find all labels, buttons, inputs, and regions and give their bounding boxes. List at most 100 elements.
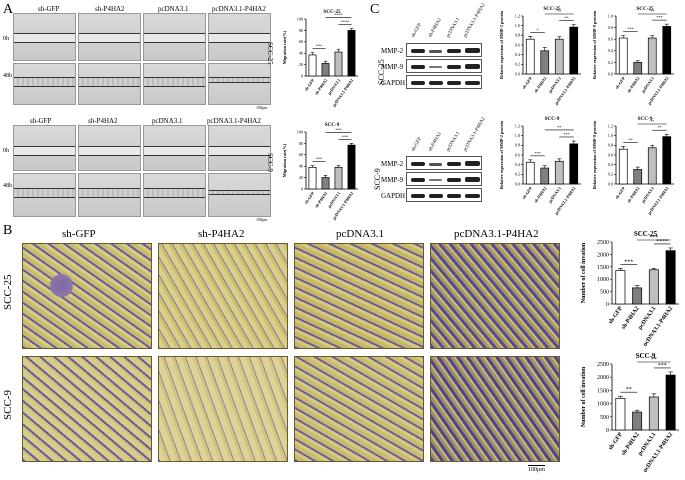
y-axis-label: Relative expression of MMP-9 protein <box>592 120 597 189</box>
y-tick-label: 0.4 <box>608 162 614 167</box>
c-blot-gapdh-bottom <box>406 188 482 202</box>
a-scc9-48h-shgfp-image <box>13 173 76 217</box>
b-col-label-2: sh-P4HA2 <box>198 228 245 240</box>
y-tick-label: 80 <box>299 28 303 33</box>
bar <box>347 30 356 77</box>
c-blot-mmp2-top <box>406 43 482 57</box>
y-tick-label: 0.0 <box>608 71 613 76</box>
bar <box>525 38 535 75</box>
bar <box>662 136 672 185</box>
chart-title: SCC-9 <box>636 352 656 360</box>
chart-mmp2-scc9: SCC-9 0.0 0.2 0.4 0.6 0.8 1.0 1.2 Relative expre… <box>499 116 581 216</box>
y-tick-label: 0.2 <box>608 60 613 65</box>
y-tick-label: 0.8 <box>515 143 520 148</box>
x-tick-label: sh-GFP <box>303 190 315 204</box>
x-tick-label: sh-GFP <box>608 305 624 325</box>
y-axis-label: Migration rate(%) <box>282 30 287 64</box>
b-scc9-pcdna-image <box>294 356 424 462</box>
y-tick-label: 1.0 <box>608 13 613 18</box>
a-scc25-48h-pcdnap4ha2-image <box>208 63 271 105</box>
y-tick-label: 0.6 <box>608 152 613 157</box>
y-tick-label: 1.0 <box>608 133 613 138</box>
chart-title: SCC-25 <box>323 9 341 15</box>
y-tick-label: 500 <box>600 415 609 421</box>
y-tick-label: 100 <box>297 16 303 21</box>
x-tick-label: sh-P4HA2 <box>626 186 641 204</box>
chart-migration-scc25: SCC-25 0 20 40 60 80 100 Migration rate(%) sh-GF… <box>282 9 358 108</box>
a-col-label-b2: sh-P4HA2 <box>88 117 118 125</box>
y-axis-label: Relative expression of MMP-9 protein <box>592 10 597 79</box>
y-tick-label: 60 <box>299 152 303 157</box>
chart-title: SCC-9 <box>545 116 560 122</box>
a-scale-top: 100μm <box>256 105 268 110</box>
b-scc25-shgfp-image <box>22 243 152 349</box>
c-lane-top-3: pcDNA3.1 <box>446 17 462 39</box>
a-cell-line-top: SCC-25 <box>266 42 274 65</box>
y-tick-label: 500 <box>600 290 609 296</box>
chart-migration-scc9: SCC-9 0 20 40 60 80 100 Migration rate(%) sh-GFP… <box>282 122 358 221</box>
b-col-label-4: pcDNA3.1-P4HA2 <box>454 228 539 240</box>
a-row-label-48h-b: 48h <box>3 183 12 189</box>
y-tick-label: 0.2 <box>608 172 613 177</box>
a-col-label-2: sh-P4HA2 <box>95 5 125 13</box>
y-tick-label: 0.2 <box>515 172 520 177</box>
sig-label: *** <box>624 259 633 265</box>
y-tick-label: 0.6 <box>515 152 520 157</box>
y-tick-label: 1.0 <box>515 133 520 138</box>
c-lane-bottom-3: pcDNA3.1 <box>446 131 462 153</box>
y-tick-label: 20 <box>299 175 303 180</box>
x-tick-label: sh-GFP <box>303 77 315 91</box>
a-scale-bottom: 100μm <box>256 217 268 222</box>
sig-label: ** <box>657 125 661 130</box>
y-tick-label: 1.2 <box>515 13 520 18</box>
sig-label: *** <box>627 27 633 32</box>
y-tick-label: 0 <box>606 302 609 308</box>
bar <box>347 144 356 190</box>
y-axis-label: Migration rate(%) <box>282 143 287 177</box>
chart-invasion-scc9: SCC-9 0 500 1000 1500 2000 2500 Number of cell … <box>581 352 679 472</box>
sig-label: **** <box>334 13 342 18</box>
y-tick-label: 40 <box>299 51 303 56</box>
y-tick-label: 1500 <box>597 265 609 271</box>
sig-label: ** <box>557 125 561 130</box>
y-tick-label: 0.2 <box>515 62 520 67</box>
a-col-label-b3: pcDNA3.1 <box>152 117 183 125</box>
bar <box>525 161 535 185</box>
x-tick-label: sh-P4HA2 <box>626 76 641 94</box>
y-tick-label: 40 <box>299 164 303 169</box>
x-tick-label: sh-GFP <box>521 75 533 89</box>
a-scc9-0h-pcdnap4ha2-image <box>208 125 271 171</box>
bar <box>665 250 676 305</box>
a-scc9-48h-shp4ha2-image <box>78 173 141 217</box>
c-lane-bottom-4: pcDNA3.1-P4HA2 <box>463 116 487 153</box>
c-band-label-gapdh-top: GAPDH <box>381 79 406 87</box>
bar <box>308 54 317 77</box>
chart-mmp9-scc25: SCC-25 0.0 0.2 0.4 0.6 0.8 1.0 Relative express… <box>592 6 674 106</box>
a-col-label-b4: pcDNA3.1-P4HA2 <box>207 117 261 125</box>
x-tick-label: pcDNA3.1 <box>547 76 562 94</box>
y-tick-label: 60 <box>299 39 303 44</box>
c-band-label-mmp2-bottom: MMP-2 <box>381 160 404 168</box>
sig-label: *** <box>656 15 662 20</box>
y-axis-label: Relative expression of MMP-2 protein <box>499 10 504 79</box>
c-band-label-mmp2-top: MMP-2 <box>381 47 404 55</box>
y-tick-label: 80 <box>299 141 303 146</box>
x-tick-label: sh-GFP <box>521 185 533 199</box>
bar <box>334 51 343 77</box>
a-col-label-1: sh-GFP <box>38 5 60 13</box>
x-tick-label: sh-GFP <box>614 185 626 199</box>
y-tick-label: 0.4 <box>515 52 521 57</box>
x-tick-label: pcDNA3.1-P4HA2 <box>642 306 674 346</box>
b-scc9-shp4ha2-image <box>158 356 288 462</box>
a-cell-line-bottom: SCC-9 <box>266 153 274 173</box>
a-scc25-48h-pcdna-image <box>143 63 206 105</box>
y-tick-label: 0.0 <box>515 181 520 186</box>
bar <box>615 397 626 431</box>
b-col-label-3: pcDNA3.1 <box>336 228 384 240</box>
sig-label: ** <box>628 137 632 142</box>
a-col-label-3: pcDNA3.1 <box>158 5 189 13</box>
panel-letter-c: C <box>370 2 380 17</box>
y-tick-label: 1.0 <box>515 23 520 28</box>
a-scc9-0h-pcdna-image <box>143 125 206 171</box>
a-row-label-0h-b: 0h <box>3 148 9 154</box>
